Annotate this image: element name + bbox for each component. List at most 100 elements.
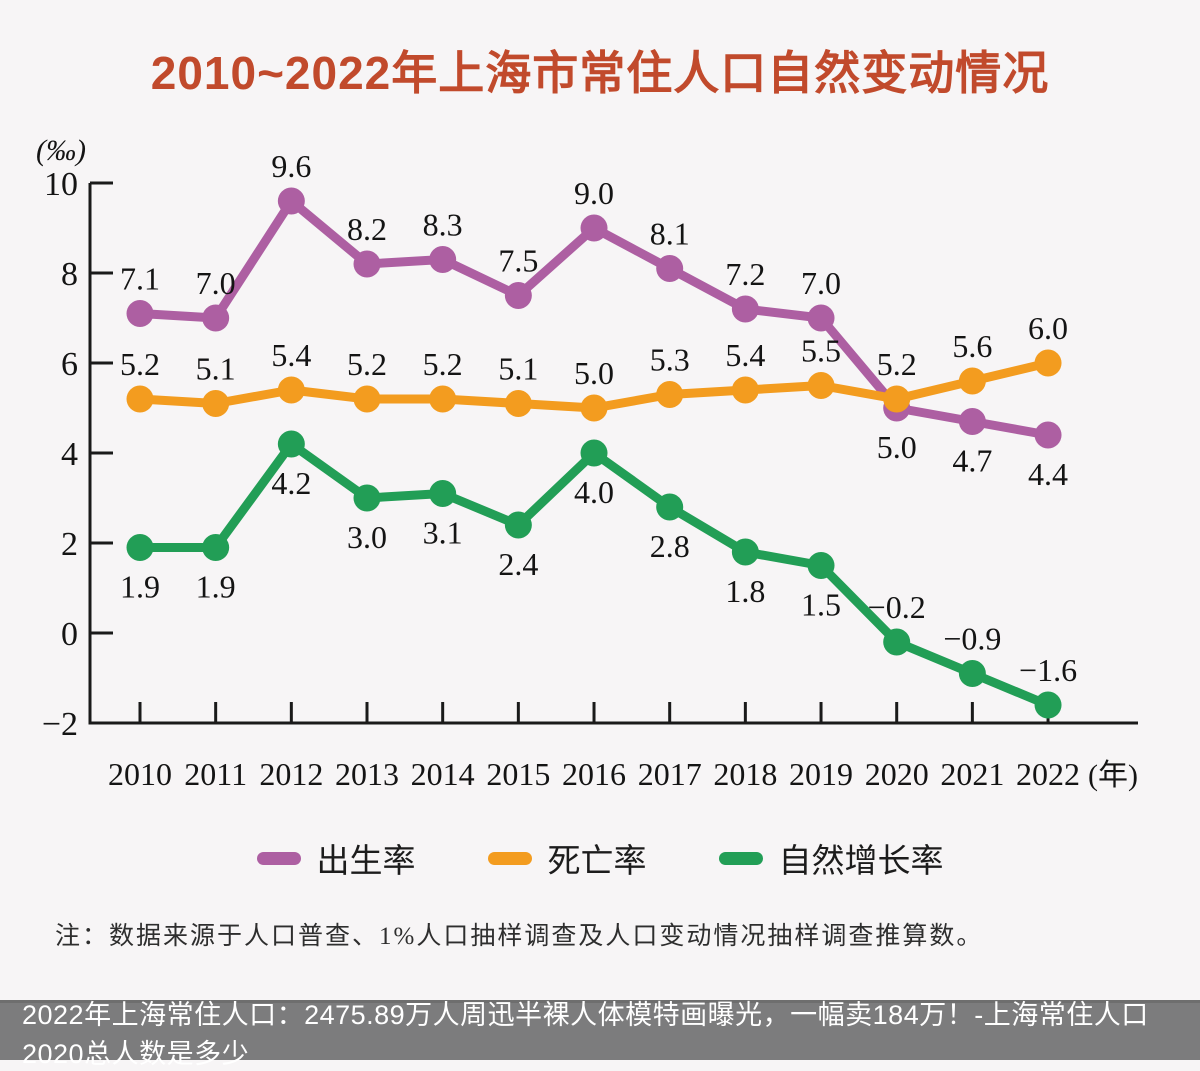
series-0-point (429, 246, 457, 273)
series-0-point (353, 250, 381, 278)
series-0-value-label: 7.5 (498, 243, 538, 279)
series-2-value-label: 2.4 (498, 546, 538, 582)
series-1-value-label: 5.4 (271, 337, 311, 373)
series-0-value-label: 5.0 (877, 429, 917, 465)
series-1-value-label: 5.2 (120, 346, 160, 382)
series-2-value-label: 4.0 (574, 474, 614, 510)
legend-swatch-icon (718, 851, 763, 865)
series-1-point (580, 394, 608, 422)
series-0-point (202, 304, 230, 332)
series-0-point (656, 255, 684, 282)
series-0-value-label: 8.3 (423, 207, 463, 243)
x-tick-label: 2015 (486, 756, 550, 792)
series-0-value-label: 7.0 (196, 265, 236, 301)
series-2-value-label: −0.9 (943, 621, 1001, 657)
x-tick-label: 2017 (638, 756, 702, 792)
x-tick-label: 2014 (411, 756, 475, 792)
series-1-value-label: 5.2 (877, 346, 917, 382)
y-tick-label: 4 (61, 436, 78, 473)
x-tick-label: 2019 (789, 756, 853, 792)
x-tick-label: 2010 (108, 756, 172, 792)
series-1-point (958, 367, 986, 395)
legend-label: 死亡率 (547, 844, 647, 880)
x-tick-label: 2022 (1016, 756, 1080, 792)
legend-item-2: 自然增长率 (718, 834, 944, 882)
series-0-value-label: 9.0 (574, 175, 614, 211)
legend-item-1: 死亡率 (487, 834, 647, 882)
series-2-point (504, 511, 532, 539)
y-tick-label: 10 (44, 166, 78, 203)
x-axis-unit-label: (年) (1088, 759, 1138, 792)
series-0-value-label: 9.6 (271, 148, 311, 184)
series-2-point (353, 484, 381, 512)
series-0-value-label: 7.2 (725, 256, 765, 292)
y-tick-label: 2 (61, 526, 78, 563)
legend-swatch-icon (256, 851, 301, 865)
chart-legend: 出生率 死亡率 自然增长率 (0, 836, 1200, 880)
series-2-point (656, 493, 684, 521)
series-2-point (580, 439, 608, 467)
series-1-value-label: 5.5 (801, 333, 841, 369)
series-1-value-label: 5.0 (574, 355, 614, 391)
series-1-point (731, 376, 759, 404)
series-0-point (126, 300, 154, 327)
caption-bar: 2022年上海常住人口：2475.89万人周迅半裸人体模特画曝光，一幅卖184万… (0, 1000, 1200, 1069)
series-2-value-label: 1.9 (120, 569, 160, 605)
series-0-point (277, 187, 305, 215)
series-0-point (1034, 421, 1062, 449)
line-chart: (‰)10 8 6 4 2 0 −2 2010 2011 2012 2013 2014 2015 2016… (36, 134, 1138, 792)
series-2-value-label: 4.2 (271, 465, 311, 501)
series-1-point (656, 381, 684, 408)
series-0-point (504, 282, 532, 309)
series-2-value-label: 3.0 (347, 519, 387, 555)
chart-note: 注：数据来源于人口普查、1%人口抽样调查及人口变动情况抽样调查推算数。 (55, 923, 984, 950)
series-0-value-label: 8.1 (650, 216, 690, 252)
series-0-value-label: 7.0 (801, 265, 841, 301)
series-1-value-label: 5.1 (196, 351, 236, 387)
series-0-value-label: 4.4 (1028, 456, 1068, 492)
series-1-value-label: 5.2 (347, 346, 387, 382)
series-0-point (580, 214, 608, 242)
series-2-point (277, 430, 305, 458)
series-0-value-label: 7.1 (120, 261, 160, 297)
series-2-value-label: 1.8 (725, 573, 765, 609)
y-tick-label: −2 (42, 706, 78, 743)
series-2-point (202, 534, 230, 561)
series-1-point (277, 376, 305, 404)
series-2-point (126, 534, 154, 561)
series-2-point (1034, 691, 1062, 719)
legend-label: 自然增长率 (778, 844, 944, 880)
x-tick-label: 2018 (713, 756, 777, 792)
series-0-value-label: 4.7 (952, 443, 992, 479)
series-0-value-label: 8.2 (347, 211, 387, 247)
legend-label: 出生率 (316, 844, 416, 880)
series-1-point (202, 390, 230, 417)
x-tick-label: 2012 (259, 756, 323, 792)
x-tick-label: 2016 (562, 756, 626, 792)
series-1-point (429, 385, 457, 413)
chart-title: 2010~2022年上海市常住人口自然变动情况 (150, 47, 1050, 99)
series-2-value-label: −1.6 (1019, 652, 1077, 688)
series-1-point (504, 390, 532, 417)
series-2-value-label: 3.1 (423, 515, 463, 551)
series-2-value-label: 1.9 (196, 569, 236, 605)
series-1-point (883, 385, 911, 413)
x-tick-label: 2020 (865, 756, 929, 792)
legend-swatch-icon (487, 851, 532, 865)
series-2-group: 1.9 1.9 4.2 3.0 3.1 2.4 4.0 2.8 1.8 1.5 −0.2 −0.9 −1… (120, 430, 1077, 719)
y-tick-label: 6 (61, 346, 78, 383)
series-1-value-label: 6.0 (1028, 310, 1068, 346)
series-0-point (958, 408, 986, 435)
series-1-value-label: 5.3 (650, 342, 690, 378)
caption-text: 2022年上海常住人口：2475.89万人周迅半裸人体模特画曝光，一幅卖184万… (22, 999, 1149, 1069)
x-tick-label: 2011 (184, 756, 247, 792)
series-1-group: 5.2 5.1 5.4 5.2 5.2 5.1 5.0 5.3 5.4 5.5 5.2 5.6 6.0 (120, 310, 1068, 422)
series-1-value-label: 5.2 (423, 346, 463, 382)
series-1-point (126, 385, 154, 413)
x-tick-label: 2021 (940, 756, 1004, 792)
series-1-point (1034, 349, 1062, 377)
series-2-point (807, 552, 835, 579)
series-0-point (807, 304, 835, 332)
legend-item-0: 出生率 (256, 834, 416, 882)
series-2-point (883, 628, 911, 656)
